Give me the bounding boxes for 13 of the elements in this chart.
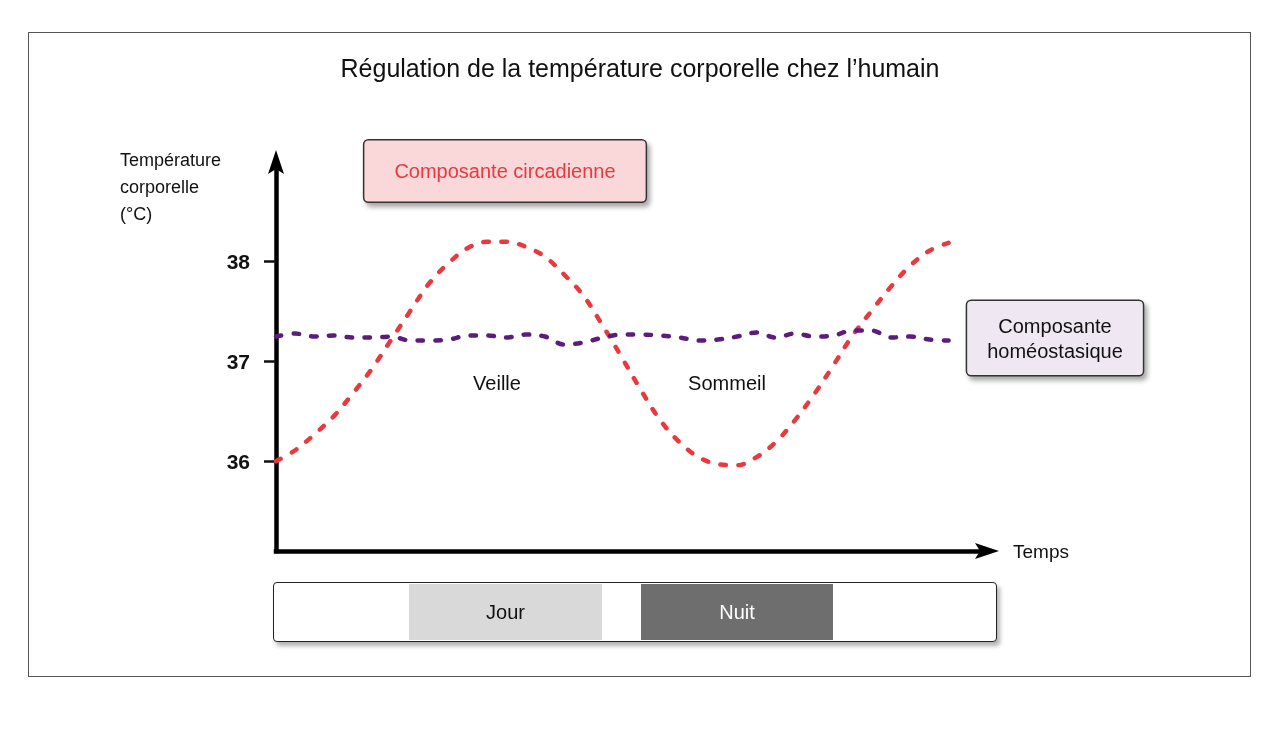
annotation: Sommeil	[688, 372, 766, 394]
y-tick-label: 38	[226, 250, 251, 274]
x-axis-title: Temps	[1013, 540, 1069, 562]
timeline-strip: Jour Nuit	[273, 582, 997, 642]
y-tick-label: 36	[226, 449, 250, 473]
y-axis-title: Température corporelle (°C)	[120, 149, 222, 224]
y-tick-label: 37	[226, 349, 250, 373]
annotation: Veille	[473, 372, 521, 394]
series-label: Composante homéostasique	[987, 314, 1123, 362]
chart-title: Régulation de la température corporelle chez l’humain	[340, 53, 940, 82]
text: Composante circadienne	[394, 160, 616, 182]
line-series	[273, 328, 951, 347]
line-series	[273, 239, 951, 468]
